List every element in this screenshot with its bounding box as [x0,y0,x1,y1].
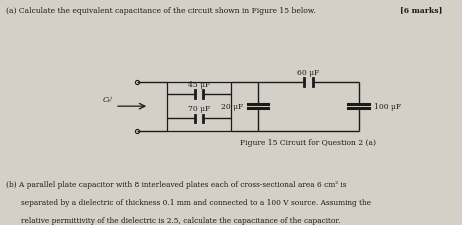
Text: (b) A parallel plate capacitor with 8 interleaved plates each of cross-sectional: (b) A parallel plate capacitor with 8 in… [6,180,346,188]
Text: 60 μF: 60 μF [297,68,320,76]
Text: 100 μF: 100 μF [374,103,401,111]
Text: 70 μF: 70 μF [188,105,210,113]
Text: [6 marks]: [6 marks] [400,7,442,15]
Text: (a) Calculate the equivalent capacitance of the circuit shown in Figure 15 below: (a) Calculate the equivalent capacitance… [6,7,315,15]
Text: 20 μF: 20 μF [221,103,243,111]
Text: 45 μF: 45 μF [188,81,210,88]
Text: relative permittivity of the dielectric is 2.5, calculate the capacitance of the: relative permittivity of the dielectric … [21,216,340,224]
Bar [167,82,231,131]
Text: separated by a dielectric of thickness 0.1 mm and connected to a 100 V source. A: separated by a dielectric of thickness 0… [21,198,371,206]
Text: Cₑⁱ: Cₑⁱ [103,96,113,104]
Text: Figure 15 Circuit for Question 2 (a): Figure 15 Circuit for Question 2 (a) [240,139,377,147]
